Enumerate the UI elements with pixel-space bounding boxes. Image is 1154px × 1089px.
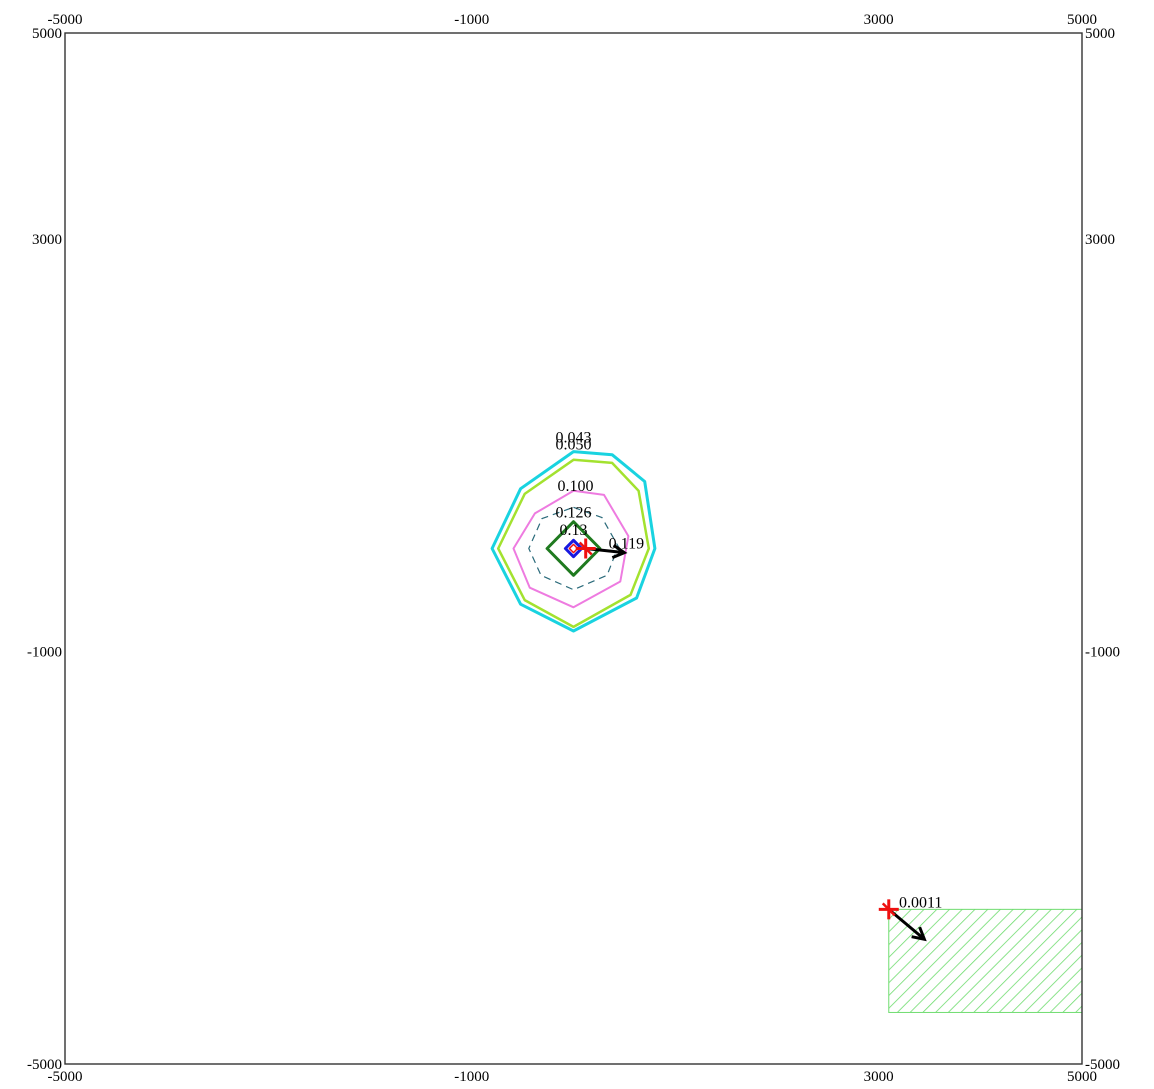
right-tick-label: -1000 — [1085, 645, 1120, 661]
left-tick-label: 5000 — [32, 26, 62, 42]
bottom-tick-label: -5000 — [48, 1069, 83, 1084]
hatched-area-layer — [888, 908, 1083, 1013]
top-tick-label: 5000 — [1067, 12, 1097, 28]
receptor-value-label: 0.0011 — [899, 894, 942, 911]
bottom-tick-label: 3000 — [864, 1069, 894, 1084]
contour-label-lbl-0126: 0.126 — [556, 505, 592, 522]
top-tick-label: 3000 — [864, 12, 894, 28]
plot-frame — [64, 32, 1083, 1065]
hatched-area — [888, 908, 1083, 1013]
contour-line-c-0043 — [490, 450, 657, 633]
top-tick-label: -1000 — [454, 12, 489, 28]
contour-label-lbl-0043: 0.043 — [556, 429, 592, 446]
contour-line-c-0126 — [528, 506, 619, 591]
axis-tick-labels: -5000 -1000 3000 5000-5000 -1000 3000 50005000… — [27, 12, 1120, 1085]
contour-label-lbl-013: 0.13 — [560, 522, 588, 539]
source-center-diag — [578, 541, 593, 556]
contour-label-lbl-0100: 0.100 — [558, 478, 594, 495]
source-receptor-marker — [878, 899, 899, 920]
right-tick-label: 3000 — [1085, 232, 1115, 248]
source-center-marker — [575, 538, 596, 559]
right-tick-label: 5000 — [1085, 26, 1115, 42]
contour-line-c-013 — [545, 520, 602, 577]
direction-arrows — [585, 543, 927, 942]
left-tick-label: -1000 — [27, 645, 62, 661]
contour-label-lbl-0050: 0.050 — [556, 437, 592, 454]
source-receptor-diag — [881, 902, 896, 917]
arrow-receptor-head — [911, 926, 927, 942]
arrow-center-head — [611, 543, 628, 559]
top-tick-label: -5000 — [48, 12, 83, 28]
contour-line-c-0100 — [512, 489, 630, 609]
source-markers — [575, 538, 899, 920]
right-tick-label: -5000 — [1085, 1057, 1120, 1073]
contour-line-c-0050 — [496, 458, 651, 629]
contour-line-c-inner-blue — [563, 538, 584, 559]
left-tick-label: 3000 — [32, 232, 62, 248]
bottom-tick-label: -1000 — [454, 1069, 489, 1084]
left-tick-label: -5000 — [27, 1057, 62, 1073]
contour-label-lbl-0119: 0.119 — [609, 536, 644, 553]
contour-lines-layer — [490, 450, 657, 633]
bottom-tick-label: 5000 — [1067, 1069, 1097, 1084]
